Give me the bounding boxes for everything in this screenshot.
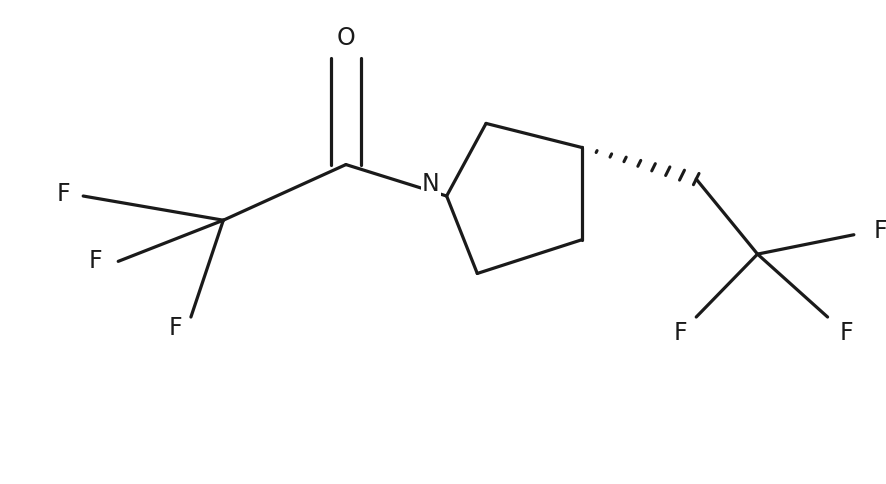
Text: F: F bbox=[168, 316, 182, 340]
Text: F: F bbox=[673, 320, 688, 345]
Text: F: F bbox=[840, 320, 854, 345]
Text: N: N bbox=[422, 172, 439, 196]
Text: F: F bbox=[57, 182, 71, 206]
Text: F: F bbox=[89, 249, 102, 273]
Text: O: O bbox=[337, 26, 355, 50]
Text: F: F bbox=[874, 219, 886, 243]
